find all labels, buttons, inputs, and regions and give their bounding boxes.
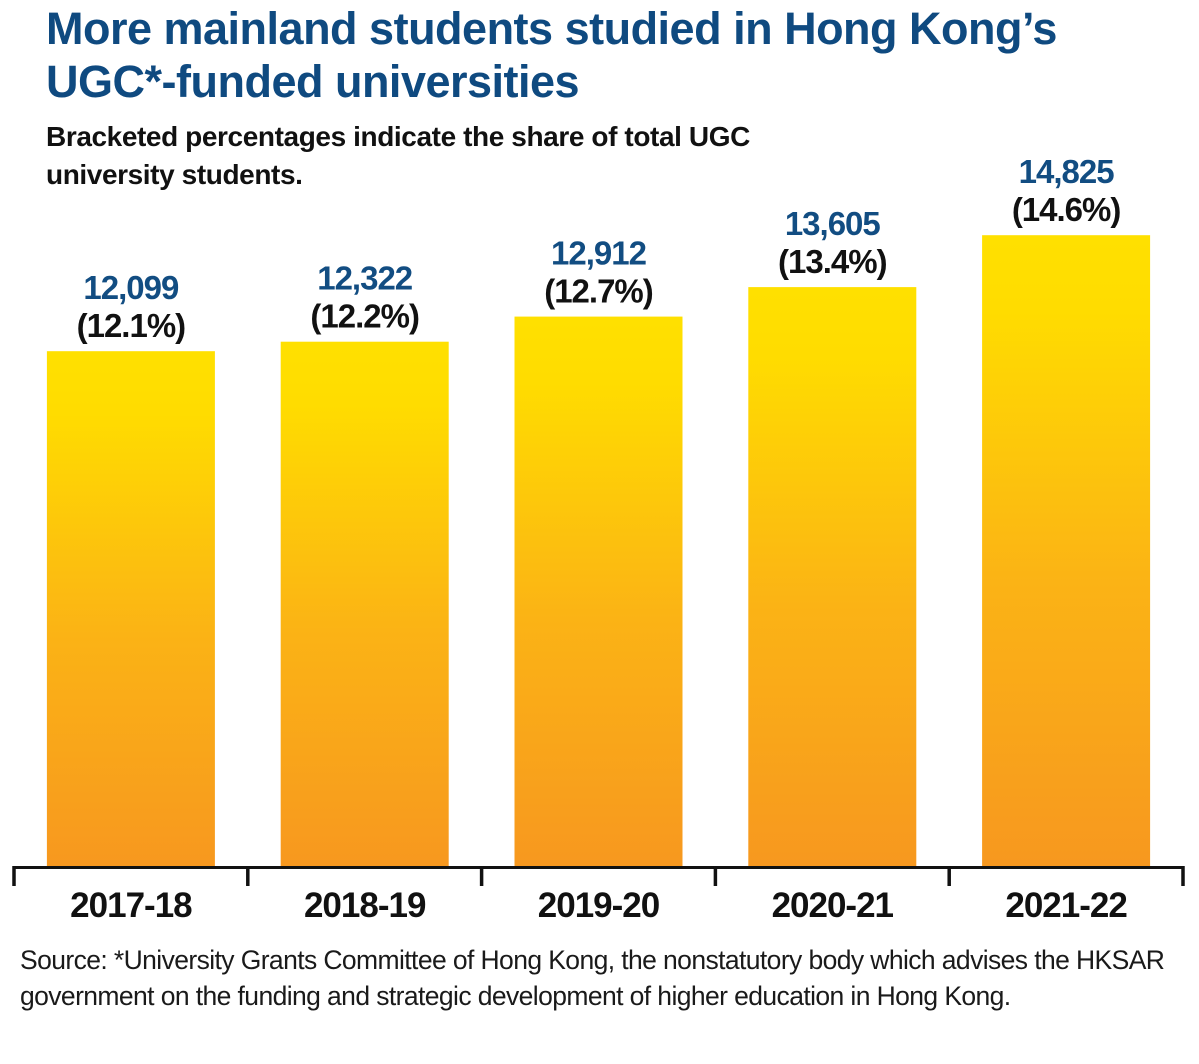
chart-subtitle: Bracketed percentages indicate the share… <box>46 121 750 190</box>
share-label-2018-19: (12.2%) <box>310 298 419 335</box>
data-labels-group: (12.1%)12,099 (12.2%)12,322 (12.7%)12,912 (… <box>77 153 1122 344</box>
share-label-2017-18: (12.1%) <box>77 307 186 344</box>
share-label-2019-20: (12.7%) <box>544 273 653 310</box>
bar-2020-21 <box>748 287 917 866</box>
x-tick-label-2017-18: 2017-18 <box>70 886 192 925</box>
value-label-2017-18: 12,099 <box>83 269 179 306</box>
value-label-2021-22: 14,825 <box>1019 153 1115 190</box>
bar-2017-18 <box>46 351 215 866</box>
x-axis: 2017-18 2018-19 2019-20 2020-21 2021-22 <box>12 866 1185 925</box>
bar-2018-19 <box>280 341 449 866</box>
bar-2019-20 <box>514 316 683 867</box>
x-tick-label-2019-20: 2019-20 <box>538 886 660 925</box>
x-tick-label-2018-19: 2018-19 <box>304 886 426 925</box>
chart-title: More mainland students studied in Hong K… <box>46 3 1057 107</box>
source-note: Source: *University Grants Committee of … <box>20 945 1165 1011</box>
value-label-2018-19: 12,322 <box>317 260 413 297</box>
x-tick-label-2021-22: 2021-22 <box>1005 886 1127 925</box>
share-label-2020-21: (13.4%) <box>778 243 887 280</box>
x-tick-label-2020-21: 2020-21 <box>772 886 894 925</box>
bars-group <box>46 235 1151 867</box>
bar-2021-22 <box>982 235 1151 867</box>
value-label-2020-21: 13,605 <box>785 205 881 242</box>
value-label-2019-20: 12,912 <box>551 235 647 272</box>
bar-chart: (12.1%)12,099 (12.2%)12,322 (12.7%)12,912 (… <box>12 153 1185 925</box>
share-label-2021-22: (14.6%) <box>1012 191 1121 228</box>
